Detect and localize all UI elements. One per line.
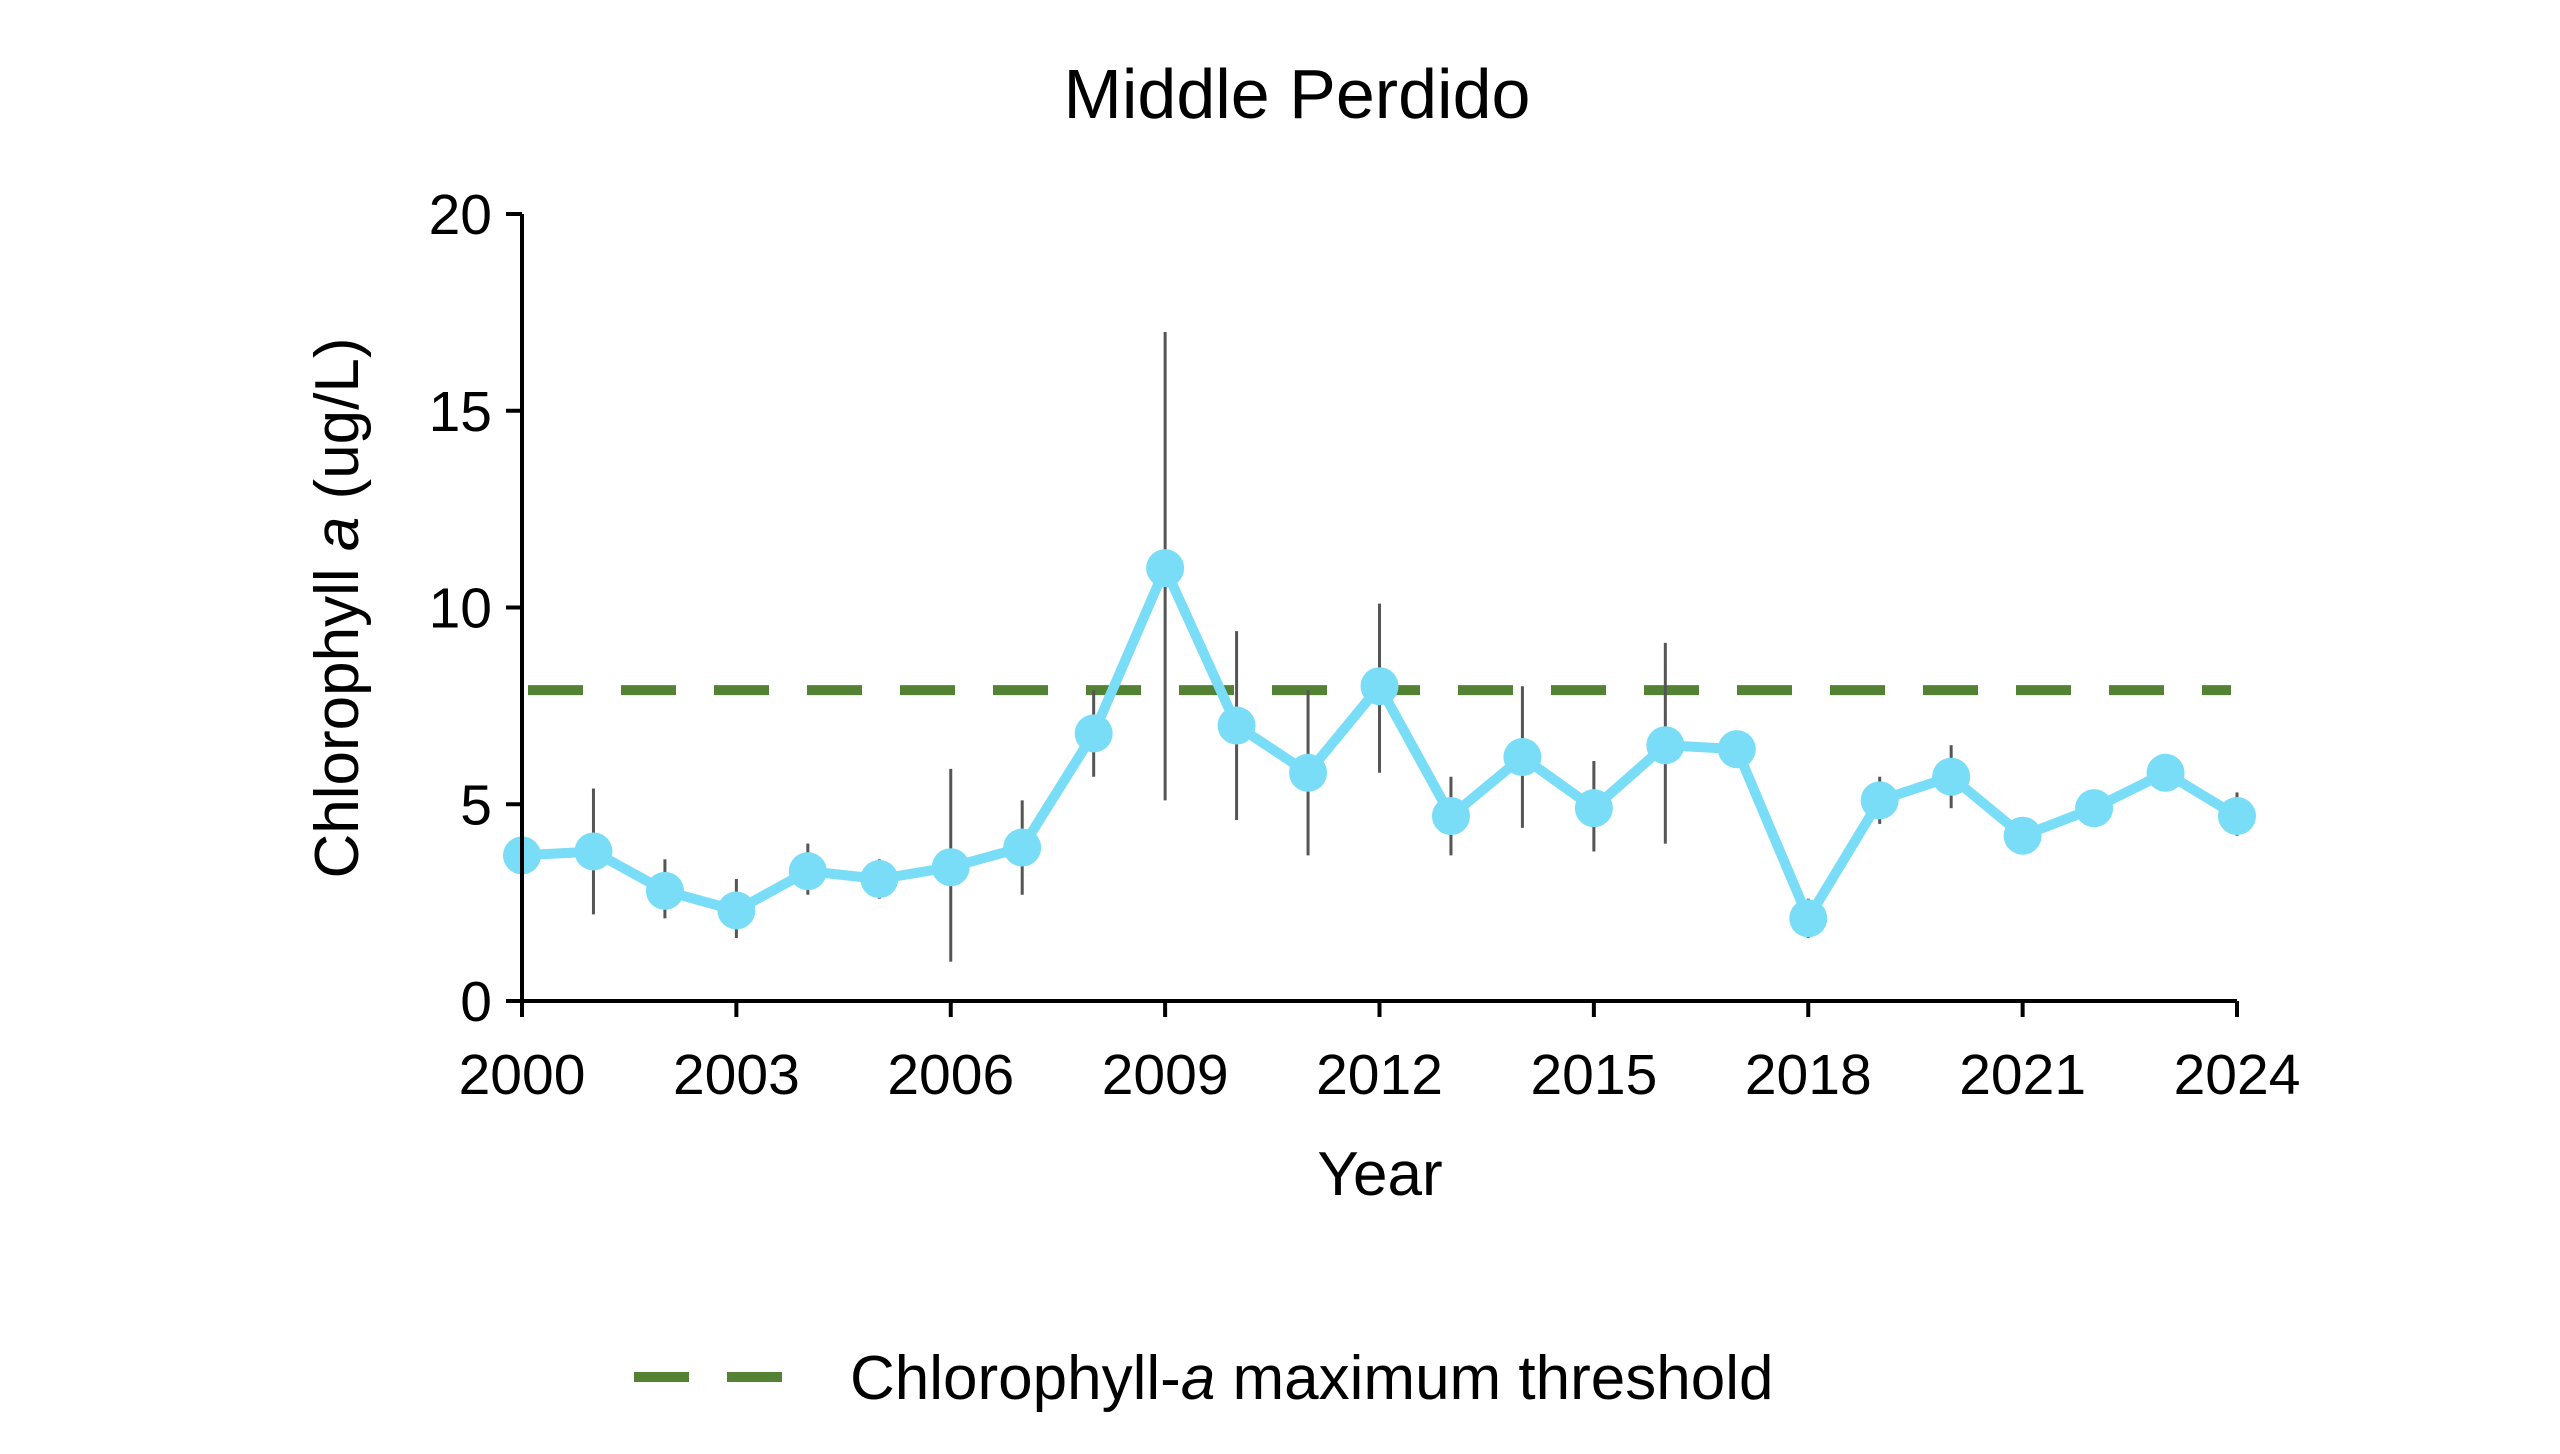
- x-tick-label: 2006: [887, 1043, 1014, 1107]
- data-point: [860, 860, 899, 899]
- y-axis-title: Chlorophyll a (ug/L): [303, 337, 372, 878]
- y-axis-title-italic-a: a: [303, 517, 372, 551]
- data-point: [1717, 730, 1756, 769]
- x-tick-label: 2009: [1102, 1043, 1229, 1107]
- data-point: [1860, 781, 1899, 820]
- y-axis-title-part-1: Chlorophyll: [303, 551, 372, 878]
- data-point: [2075, 789, 2114, 828]
- data-point: [1431, 797, 1470, 836]
- x-ticks: 2000 2003 2006 2009 2012 2015 2018 2021 2024: [459, 1001, 2301, 1107]
- data-point: [1789, 899, 1828, 938]
- x-tick-label: 2018: [1745, 1043, 1872, 1107]
- x-axis-title: Year: [1317, 1140, 1442, 1209]
- x-tick-label: 2021: [1959, 1043, 2086, 1107]
- y-ticks: 0 5 10 15 20: [429, 183, 522, 1034]
- data-point: [1003, 828, 1042, 867]
- data-point: [717, 891, 756, 930]
- legend-label-italic-a: a: [1181, 1344, 1215, 1413]
- data-point: [1289, 753, 1328, 792]
- data-point: [1146, 549, 1185, 588]
- error-bars: [520, 332, 2239, 962]
- data-point: [1932, 757, 1971, 796]
- legend-threshold-label: Chlorophyll-a maximum threshold: [850, 1344, 1773, 1413]
- data-point: [2146, 753, 2185, 792]
- y-tick-label: 15: [429, 380, 492, 444]
- data-point: [1360, 667, 1399, 706]
- legend-label-part-3: maximum threshold: [1215, 1344, 1773, 1413]
- y-tick-label: 10: [429, 577, 492, 641]
- data-point: [2218, 797, 2256, 836]
- data-point: [788, 852, 827, 891]
- data-point: [1646, 726, 1685, 765]
- data-point: [1217, 706, 1256, 745]
- data-point: [1574, 789, 1613, 828]
- x-tick-label: 2003: [673, 1043, 800, 1107]
- y-tick-label: 0: [460, 970, 492, 1034]
- y-tick-label: 20: [429, 183, 492, 247]
- x-tick-label: 2000: [459, 1043, 586, 1107]
- y-tick-label: 5: [460, 773, 492, 837]
- data-point: [2003, 816, 2042, 855]
- x-tick-label: 2012: [1316, 1043, 1443, 1107]
- x-tick-label: 2015: [1530, 1043, 1657, 1107]
- series-layer: [503, 549, 2256, 938]
- legend: Chlorophyll-a maximum threshold: [634, 1344, 1773, 1413]
- x-tick-label: 2024: [2174, 1043, 2301, 1107]
- data-point: [1503, 738, 1542, 777]
- data-point: [931, 848, 970, 887]
- data-point: [645, 871, 684, 910]
- data-point: [1074, 714, 1113, 753]
- y-axis-title-part-3: (ug/L): [303, 337, 372, 516]
- data-point: [574, 832, 613, 871]
- legend-label-part-1: Chlorophyll-: [850, 1344, 1181, 1413]
- chart-title: Middle Perdido: [1064, 55, 1531, 133]
